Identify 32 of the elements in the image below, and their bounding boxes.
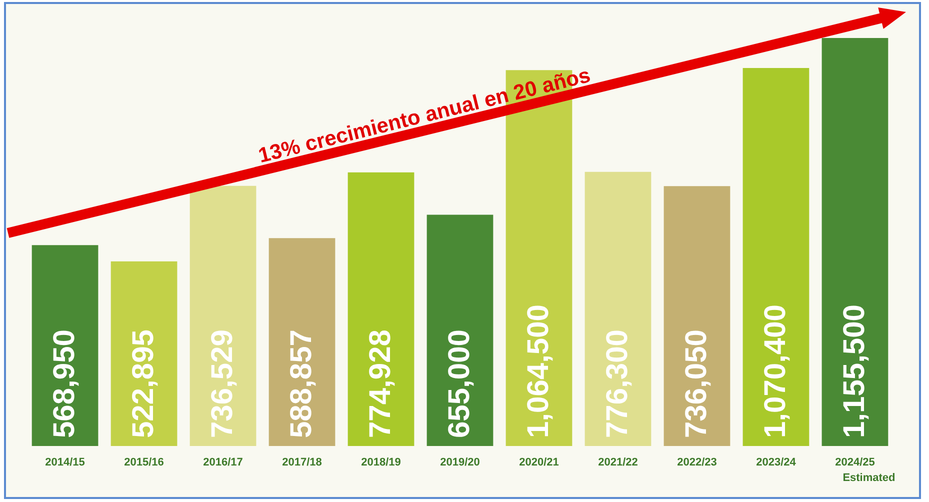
x-tick-label: 2018/19 [361, 456, 401, 468]
data-label: 568,950 [48, 330, 82, 438]
bar [426, 214, 494, 446]
x-tick-label: 2014/15 [45, 456, 85, 468]
x-tick-label: 2019/20 [440, 456, 480, 468]
x-tick-label: 2023/24 [756, 456, 797, 468]
bar [742, 68, 810, 446]
data-label: 1,064,500 [522, 304, 555, 438]
bar [822, 38, 888, 446]
data-label: 736,529 [206, 330, 240, 438]
data-label: 776,300 [600, 330, 634, 438]
x-tick-label: 2024/25 [835, 456, 875, 468]
bar [348, 172, 414, 446]
data-label: 588,857 [285, 330, 318, 438]
text: Estimated [842, 472, 896, 484]
x-tick-label: 2017/18 [282, 456, 322, 468]
x-tick-label: 2015/16 [124, 456, 164, 468]
bar [664, 186, 730, 446]
data-label: 1,070,400 [758, 304, 792, 438]
data-label: 1,155,500 [838, 304, 871, 438]
x-tick-label: 2021/22 [598, 456, 638, 468]
x-tick-label: 2016/17 [203, 456, 243, 468]
bar [268, 238, 336, 446]
data-label: 774,928 [364, 330, 398, 438]
data-label: 736,050 [680, 330, 713, 438]
x-tick-label: 2022/23 [677, 456, 717, 468]
data-label: 655,000 [443, 330, 476, 438]
bar [190, 186, 256, 446]
x-tick-label: 2020/21 [519, 456, 559, 468]
bar [584, 172, 652, 446]
bar [32, 245, 98, 446]
data-label: 522,895 [127, 330, 160, 438]
